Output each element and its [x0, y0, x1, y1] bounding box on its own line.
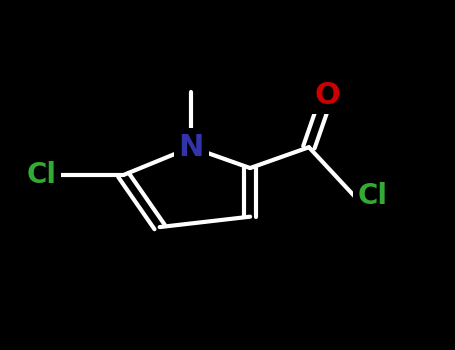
Text: N: N — [179, 133, 204, 162]
Text: O: O — [314, 80, 340, 110]
Text: Cl: Cl — [357, 182, 387, 210]
Text: Cl: Cl — [27, 161, 57, 189]
